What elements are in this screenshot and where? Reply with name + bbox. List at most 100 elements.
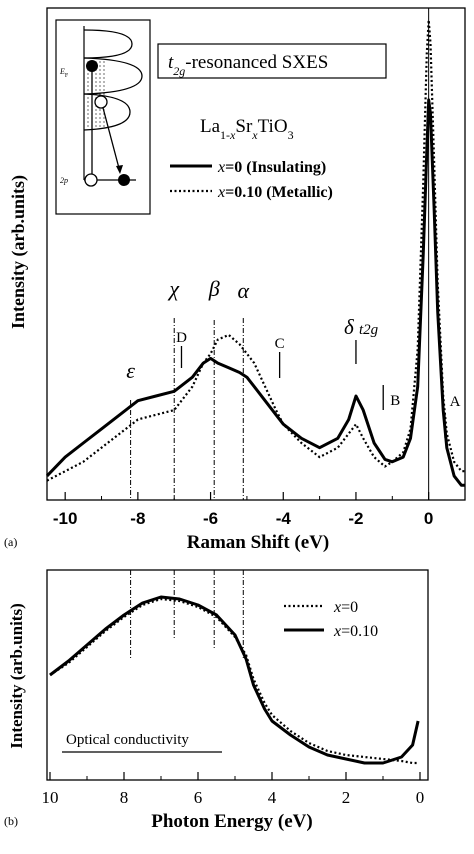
inset-dot <box>99 73 101 75</box>
x-axis-label-b: Photon Energy (eV) <box>151 811 312 832</box>
y-axis-label-b: Intensity (arb.units) <box>7 603 26 748</box>
inset-dot <box>87 89 89 91</box>
inset-dot <box>103 81 105 83</box>
legend-b-item-1: x=0 <box>333 599 358 616</box>
inset-dot <box>95 89 97 91</box>
inset-dot <box>99 85 101 87</box>
inset-dot <box>87 85 89 87</box>
inset-dot <box>87 109 89 111</box>
inset-dot <box>99 121 101 123</box>
inset-dot <box>103 89 105 91</box>
y-axis-label-a: Intensity (arb.units) <box>8 175 29 329</box>
annotation-optical: Optical conductivity <box>66 732 189 748</box>
inset-dot <box>99 89 101 91</box>
inset-arrow-down <box>101 103 121 173</box>
inset-frame <box>55 19 151 215</box>
inset-dot <box>99 61 101 63</box>
inset-band-top <box>83 29 133 59</box>
inset-dot <box>95 125 97 127</box>
series-line-insulating <box>45 98 465 487</box>
inset-dot <box>99 113 101 115</box>
inset-dot <box>103 93 105 95</box>
x-axis-label-a: Raman Shift (eV) <box>187 532 330 553</box>
x-tick-label-b: 6 <box>194 788 203 807</box>
panel-label-b: (b) <box>4 814 18 828</box>
panel-a: -10 -8 -6 -4 -2 0 ε χ β α δ t2g D C B A Intensity (arb.… <box>4 7 466 553</box>
x-tick-label-a: -4 <box>276 509 292 528</box>
inset-diagram: EF 2p <box>55 19 151 215</box>
peak-label-delta: δ t2g <box>344 315 379 339</box>
x-tick-label-a: -10 <box>53 509 78 528</box>
inset-label-2p: 2p <box>60 176 68 185</box>
inset-dot <box>103 77 105 79</box>
inset-hole-open <box>94 95 108 109</box>
inset-dot <box>99 77 101 79</box>
panel-a-frame <box>46 7 466 501</box>
inset-dot <box>87 81 89 83</box>
inset-dot <box>99 125 101 127</box>
inset-dot <box>87 121 89 123</box>
inset-dot <box>87 113 89 115</box>
inset-dot <box>87 117 89 119</box>
inset-dot <box>87 101 89 103</box>
inset-dot <box>95 77 97 79</box>
title-box <box>157 43 387 79</box>
inset-arrowhead <box>116 165 123 174</box>
panel-b: 10 8 6 4 2 0 x=0 x=0.10 Optical conductivity Inte… <box>4 569 429 832</box>
inset-dot <box>95 109 97 111</box>
series-line-metallic <box>46 18 465 482</box>
inset-label-ef: EF <box>59 67 69 79</box>
inset-dot <box>95 121 97 123</box>
inset-dot <box>103 117 105 119</box>
inset-band-mid <box>83 57 143 95</box>
inset-dot <box>99 93 101 95</box>
inset-dot <box>99 81 101 83</box>
legend-b-item-2: x=0.10 <box>333 623 378 640</box>
inset-dot <box>87 97 89 99</box>
compound-label: La1-xSrxTiO3 <box>200 116 294 142</box>
inset-dot <box>99 65 101 67</box>
legend-a-item-2: x=0.10 (Metallic) <box>217 184 333 201</box>
panel-b-frame <box>46 569 429 781</box>
inset-dot <box>87 93 89 95</box>
inset-dot <box>99 117 101 119</box>
x-tick-label-a: 0 <box>424 509 433 528</box>
series-line-b-x0 <box>49 597 419 765</box>
inset-dot <box>95 93 97 95</box>
peak-label: χ <box>167 276 180 301</box>
marker-label-B: B <box>390 393 400 409</box>
inset-dot <box>103 73 105 75</box>
x-tick-label-a: -6 <box>203 509 218 528</box>
inset-core-hole <box>84 173 98 187</box>
peak-label: ε <box>126 358 135 383</box>
x-tick-label-b: 4 <box>268 788 277 807</box>
inset-dot <box>103 65 105 67</box>
marker-label-A: A <box>450 394 461 410</box>
inset-core-electron <box>118 174 130 186</box>
inset-dot <box>87 77 89 79</box>
inset-dot <box>103 85 105 87</box>
x-tick-label-b: 10 <box>42 788 59 807</box>
inset-dot <box>95 117 97 119</box>
inset-dot <box>95 113 97 115</box>
peak-label: α <box>237 278 249 303</box>
series-line-b-x010 <box>49 595 420 765</box>
marker-label-D: D <box>176 330 187 346</box>
chart-title: t2g-resonanced SXES <box>168 52 328 78</box>
x-tick-label-a: -8 <box>130 509 145 528</box>
inset-band-low <box>83 93 131 131</box>
inset-electron-filled <box>86 60 98 72</box>
inset-dot <box>87 125 89 127</box>
x-tick-label-a: -2 <box>348 509 363 528</box>
inset-dot <box>103 69 105 71</box>
x-tick-label-b: 0 <box>416 788 425 807</box>
peak-label: β <box>208 276 220 301</box>
inset-dot <box>99 69 101 71</box>
inset-dot <box>103 121 105 123</box>
inset-dot <box>87 73 89 75</box>
marker-label-C: C <box>275 336 285 352</box>
inset-dot <box>87 105 89 107</box>
x-tick-label-b: 8 <box>120 788 129 807</box>
panel-label-a: (a) <box>4 535 17 549</box>
